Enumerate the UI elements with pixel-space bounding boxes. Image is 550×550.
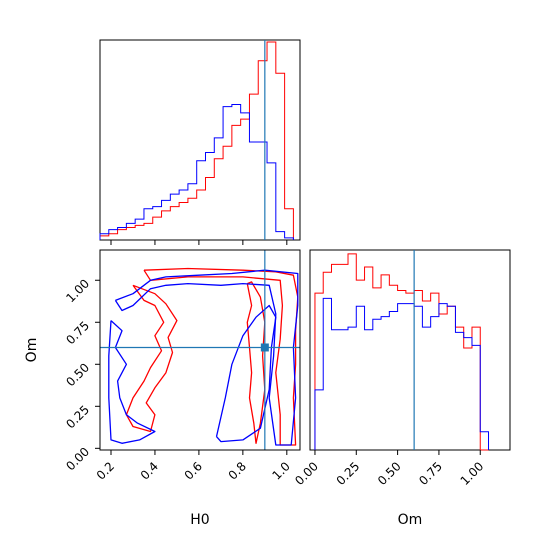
h0-histogram-ticks xyxy=(110,240,288,245)
contour-red-1 xyxy=(246,281,266,444)
om-histogram-blue-series xyxy=(314,297,490,450)
om-axis-label: Om xyxy=(24,338,40,363)
h0-histogram-series xyxy=(99,41,294,240)
h0-histogram-frame xyxy=(99,39,301,241)
om-tick-label-1: 0.25 xyxy=(63,403,92,432)
h0-om-contour-frame xyxy=(99,249,301,451)
h0-om-contour-panel: 0.2 0.4 0.6 0.8 1.0 0.000.250.500.751.00 H0 … xyxy=(24,249,301,528)
h0-histogram-panel xyxy=(99,39,301,245)
contour-blue-2 xyxy=(108,320,156,444)
om-x-tick-label-3: 0.75 xyxy=(416,459,445,488)
om-tick-label-2: 0.50 xyxy=(63,361,92,390)
om-tick-label-4: 1.00 xyxy=(63,276,92,305)
truth-marker xyxy=(260,343,269,352)
om-x-tick-label-0: 0.00 xyxy=(292,459,321,488)
h0-histogram-red-series xyxy=(99,41,294,240)
om-tick-label-3: 0.75 xyxy=(63,318,92,347)
h0-tick-label-0: 0.2 xyxy=(94,459,117,482)
om-tick-label-0: 0.00 xyxy=(63,445,92,474)
om-axis-label: Om xyxy=(398,512,423,528)
h0-axis-label: H0 xyxy=(190,512,209,528)
om-x-tick-label-1: 0.25 xyxy=(334,459,363,488)
om-x-tick-label-4: 1.00 xyxy=(458,459,487,488)
om-y-ticks: 0.00 0.25 0.50 0.75 1.00 xyxy=(63,276,100,473)
contour-red-2 xyxy=(125,284,178,433)
h0-om-contour-series xyxy=(108,267,299,446)
om-histogram-red-series xyxy=(314,253,489,451)
h0-histogram-blue-series xyxy=(99,104,294,240)
om-x-tick-label-2: 0.50 xyxy=(375,459,404,488)
h0-x-ticks: 0.2 0.4 0.6 0.8 1.0 xyxy=(94,450,293,483)
h0-tick-label-4: 1.0 xyxy=(270,459,293,482)
om-x-ticks: 0.00 0.25 0.50 0.75 1.00 xyxy=(292,450,486,488)
contour-blue-1 xyxy=(215,304,277,443)
h0-tick-label-3: 0.8 xyxy=(226,459,249,482)
om-histogram-panel: 0.00 0.25 0.50 0.75 1.00 Om xyxy=(292,249,511,528)
om-histogram-series xyxy=(314,253,490,451)
om-histogram-frame xyxy=(309,249,511,451)
h0-tick-label-2: 0.6 xyxy=(182,459,205,482)
contour-blue-0 xyxy=(114,269,299,446)
h0-tick-label-1: 0.4 xyxy=(138,459,161,482)
